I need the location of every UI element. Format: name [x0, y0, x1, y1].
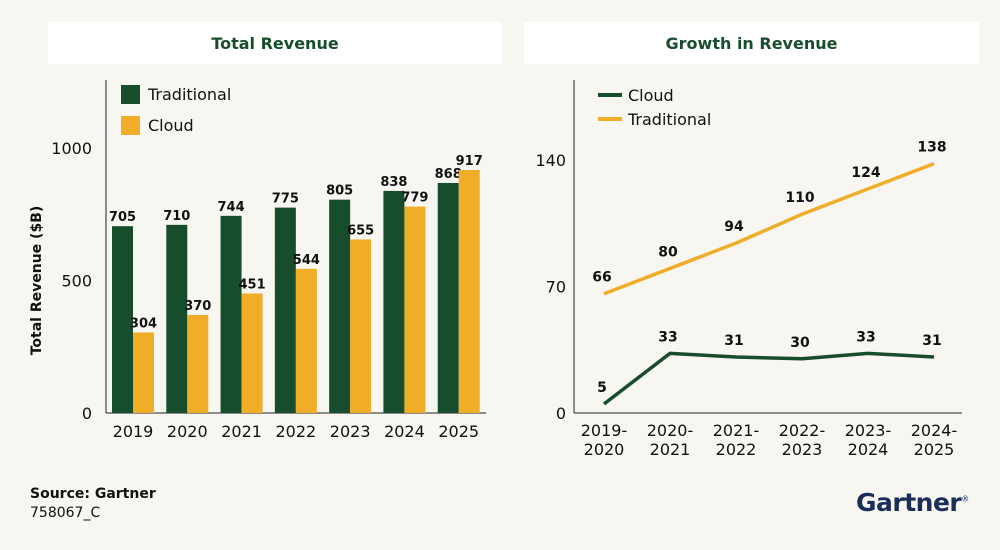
line-data-label: 33 [856, 329, 875, 345]
bar-traditional-2025 [437, 182, 459, 413]
growth-revenue-title: Growth in Revenue [524, 22, 979, 64]
bar-cloud-2019 [133, 332, 154, 413]
bar-x-tick-label: 2021 [221, 422, 262, 441]
bar-data-label: 775 [272, 192, 299, 207]
bar-data-label: 917 [456, 154, 483, 169]
bar-x-tick-label: 2025 [438, 422, 479, 441]
bar-data-label: 779 [401, 191, 428, 206]
line-data-label: 33 [658, 329, 677, 345]
line-data-label: 30 [790, 335, 810, 351]
bar-traditional-2023 [329, 199, 351, 413]
line-x-tick-label: 2023 [782, 440, 823, 459]
line-x-tick-label: 2024- [911, 421, 958, 440]
bar-x-tick-label: 2024 [384, 422, 425, 441]
bar-data-label: 805 [326, 184, 353, 199]
bar-y-tick-label: 0 [82, 404, 92, 423]
bar-data-label: 655 [347, 223, 374, 238]
line-x-tick-label: 2022 [716, 440, 757, 459]
bar-x-tick-label: 2022 [275, 422, 316, 441]
bar-data-label: 370 [184, 299, 211, 314]
bar-data-label: 304 [130, 316, 157, 331]
line-x-tick-label: 2022- [779, 421, 826, 440]
bar-cloud-2024 [404, 206, 426, 413]
bar-legend-swatch-cloud [121, 116, 140, 135]
line-x-tick-label: 2019- [581, 421, 628, 440]
line-x-tick-label: 2025 [914, 440, 955, 459]
source-label: Source: Gartner [30, 486, 156, 502]
line-data-label: 31 [724, 333, 743, 349]
bar-x-tick-label: 2019 [113, 422, 154, 441]
line-data-label: 66 [592, 270, 611, 286]
line-data-label: 138 [917, 140, 946, 156]
line-x-tick-label: 2021- [713, 421, 760, 440]
bar-data-label: 451 [239, 277, 266, 292]
bar-data-label: 744 [218, 200, 245, 215]
bar-cloud-2025 [458, 169, 480, 413]
bar-traditional-2024 [383, 190, 405, 413]
line-legend-label-cloud: Cloud [628, 86, 674, 105]
bar-cloud-2022 [295, 268, 317, 413]
bar-data-label: 705 [109, 210, 136, 225]
line-series-cloud [602, 351, 935, 406]
document-id: 758067_C [30, 505, 101, 521]
line-x-tick-label: 2023- [845, 421, 892, 440]
bar-traditional-2021 [220, 215, 242, 413]
gartner-logo-text: Gartner [856, 488, 962, 517]
line-data-label: 31 [922, 333, 941, 349]
line-y-tick-label: 70 [546, 278, 566, 297]
bar-legend-label-cloud: Cloud [148, 116, 194, 135]
registered-mark: ® [961, 494, 969, 504]
bar-y-axis-label: Total Revenue ($B) [29, 206, 45, 356]
bar-data-label: 868 [435, 167, 462, 182]
line-data-label: 5 [597, 380, 607, 396]
bar-data-label: 838 [380, 175, 407, 190]
gartner-logo: Gartner® [856, 488, 969, 517]
line-x-tick-label: 2021 [650, 440, 691, 459]
line-legend-label-traditional: Traditional [627, 110, 711, 129]
bar-data-label: 710 [163, 209, 190, 224]
line-y-tick-label: 140 [535, 151, 566, 170]
bar-x-tick-label: 2023 [330, 422, 371, 441]
line-data-label: 124 [851, 165, 880, 181]
line-x-tick-label: 2024 [848, 440, 889, 459]
bar-traditional-2022 [274, 207, 296, 413]
bar-data-label: 544 [293, 253, 320, 268]
bar-traditional-2019 [112, 226, 133, 413]
bar-y-tick-label: 500 [61, 272, 92, 291]
bar-traditional-2020 [166, 224, 188, 413]
line-data-label: 110 [785, 190, 814, 206]
line-x-tick-label: 2020 [584, 440, 625, 459]
bar-cloud-2023 [350, 239, 372, 413]
line-x-tick-label: 2020- [647, 421, 694, 440]
bar-cloud-2021 [241, 293, 263, 413]
bar-legend-swatch-traditional [121, 85, 140, 104]
line-data-label: 80 [658, 244, 678, 260]
bar-legend-label-traditional: Traditional [147, 85, 231, 104]
total-revenue-title: Total Revenue [48, 22, 502, 64]
line-y-tick-label: 0 [556, 404, 566, 423]
line-data-label: 94 [724, 219, 744, 235]
bar-x-tick-label: 2020 [167, 422, 208, 441]
bar-cloud-2020 [187, 314, 209, 413]
bar-y-tick-label: 1000 [51, 139, 92, 158]
line-series-traditional [603, 161, 935, 296]
